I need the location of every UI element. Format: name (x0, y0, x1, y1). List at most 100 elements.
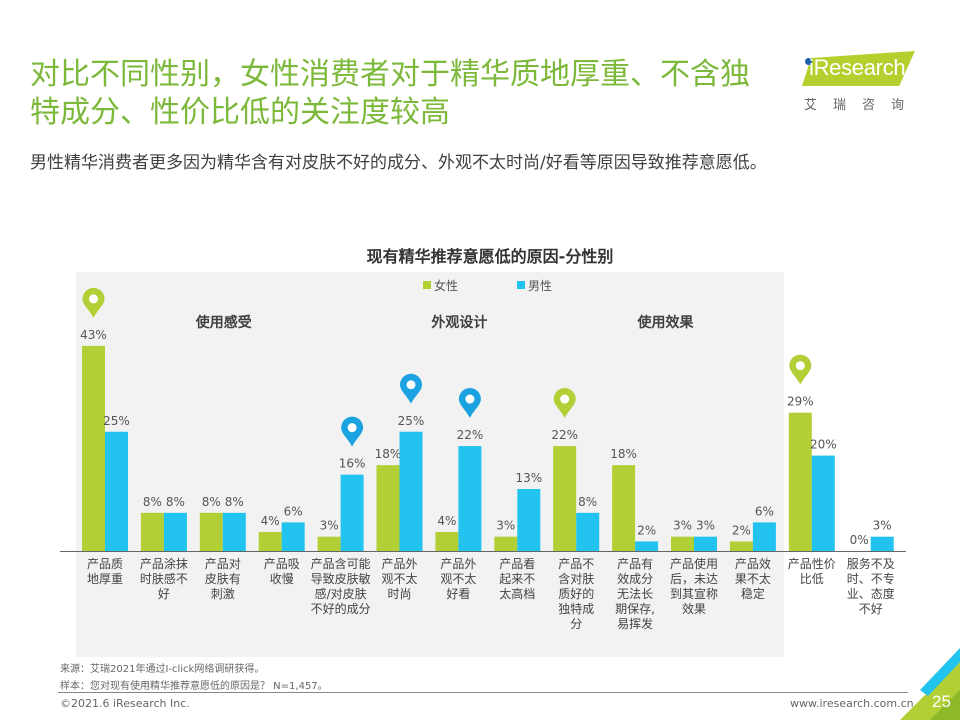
category-label: 效成分 (617, 571, 653, 586)
category-label: 产品涂抹 (140, 556, 188, 571)
group-label: 外观设计 (431, 314, 487, 331)
page-subtitle: 男性精华消费者更多因为精华含有对皮肤不好的成分、外观不太时尚/好看等原因导致推荐… (30, 153, 767, 173)
category-label: 产品有 (617, 557, 653, 571)
location-pin-hole (795, 361, 805, 371)
website-link[interactable]: www.iresearch.com.cn (790, 697, 914, 710)
group-label: 使用效果 (637, 314, 695, 331)
page-number: 25 (932, 692, 951, 711)
data-label: 8% (225, 495, 244, 509)
location-pin-hole (560, 394, 570, 404)
data-label: 0% (850, 533, 869, 547)
category-label: 产品效 (735, 556, 771, 571)
corner-decoration (900, 648, 960, 720)
category-label: 质好的 (558, 586, 594, 601)
data-label: 8% (143, 495, 162, 509)
category-label: 产品含可能 (311, 556, 371, 571)
data-label: 6% (755, 504, 774, 518)
category-label: 产品外 (381, 557, 417, 571)
bar-female (671, 536, 694, 551)
category-label: 时、不专 (847, 571, 895, 586)
category-label: 效果 (682, 601, 706, 616)
bar-male (340, 474, 364, 551)
category-label: 易挥发 (617, 616, 653, 631)
category-label: 独特成 (558, 601, 594, 616)
category-label: 皮肤有 (205, 571, 241, 586)
category-label: 导致皮肤敏 (311, 571, 371, 586)
category-label: 稳定 (741, 586, 765, 601)
bar-female (729, 541, 753, 551)
location-pin-hole (347, 423, 357, 433)
data-label: 13% (515, 471, 542, 485)
category-label: 产品性价 (788, 557, 836, 571)
category-label: 产品外 (440, 557, 476, 571)
copyright: ©2021.6 iResearch Inc. (60, 697, 190, 710)
data-label: 25% (103, 414, 130, 428)
category-label: 产品质 (87, 557, 123, 571)
category-label: 果不太 (735, 571, 771, 586)
page-title: 对比不同性别，女性消费者对于精华质地厚重、不含独特成分、性价比低的关注度较高 (30, 57, 750, 130)
data-label: 25% (398, 414, 425, 428)
category-label: 比低 (800, 572, 824, 586)
bar-male (458, 446, 482, 551)
data-label: 18% (375, 447, 402, 461)
category-label: 业、态度 (847, 586, 895, 601)
category-label: 好 (158, 587, 170, 601)
bar-female (494, 536, 518, 551)
legend-swatch-0 (423, 281, 431, 289)
source-note: 来源：艾瑞2021年通过I-click网络调研获得。 (60, 664, 265, 675)
corner-dark-green (930, 690, 960, 720)
bar-female (788, 412, 812, 551)
data-label: 22% (551, 428, 578, 442)
category-label: 含对肤 (558, 571, 594, 586)
category-label: 收慢 (270, 572, 294, 586)
bar-male (517, 488, 541, 551)
data-label: 29% (787, 395, 814, 409)
category-label: 期保存, (615, 602, 655, 616)
category-label: 起来不 (499, 572, 535, 586)
data-label: 8% (202, 495, 221, 509)
category-label: 到其宣称 (670, 586, 718, 601)
data-label: 6% (284, 504, 303, 518)
bar-female (258, 531, 282, 551)
category-label: 时尚 (387, 587, 411, 601)
legend-label-0: 女性 (434, 278, 458, 293)
bar-male (163, 512, 187, 551)
bar-female (317, 536, 341, 551)
data-label: 20% (810, 438, 837, 452)
bar-male (399, 431, 423, 551)
category-label: 产品使用 (670, 556, 718, 571)
category-label: 观不太 (440, 571, 476, 586)
category-label: 产品对 (205, 557, 241, 571)
group-panel-2 (547, 272, 784, 657)
data-label: 4% (437, 514, 456, 528)
data-label: 3% (873, 519, 892, 533)
category-label: 观不太 (381, 571, 417, 586)
location-pin-hole (406, 380, 416, 390)
category-label: 产品看 (499, 557, 535, 571)
bar-male (752, 522, 776, 551)
category-label: 分 (570, 617, 582, 631)
footer-divider (58, 692, 908, 693)
bar-male (870, 536, 894, 551)
bar-female (376, 465, 400, 551)
bar-female (199, 512, 223, 551)
data-label: 2% (637, 523, 656, 537)
location-pin-hole (465, 394, 475, 404)
data-label: 3% (320, 519, 339, 533)
data-label: 43% (80, 328, 107, 342)
bar-female (140, 512, 164, 551)
bar-male (105, 431, 128, 551)
category-label: 好看 (446, 587, 470, 601)
data-label: 3% (696, 519, 715, 533)
iresearch-logo: iResearch 艾瑞咨询 (792, 48, 922, 118)
data-label: 16% (339, 457, 366, 471)
data-label: 3% (496, 519, 515, 533)
data-label: 18% (610, 447, 637, 461)
bar-male (576, 512, 600, 551)
bar-female (553, 446, 577, 551)
category-label: 产品吸 (264, 557, 300, 571)
corner-blue (920, 648, 960, 696)
bar-female (435, 531, 459, 551)
sample-note: 样本：您对现有使用精华推荐意愿低的原因是？ N=1,457。 (60, 681, 328, 692)
